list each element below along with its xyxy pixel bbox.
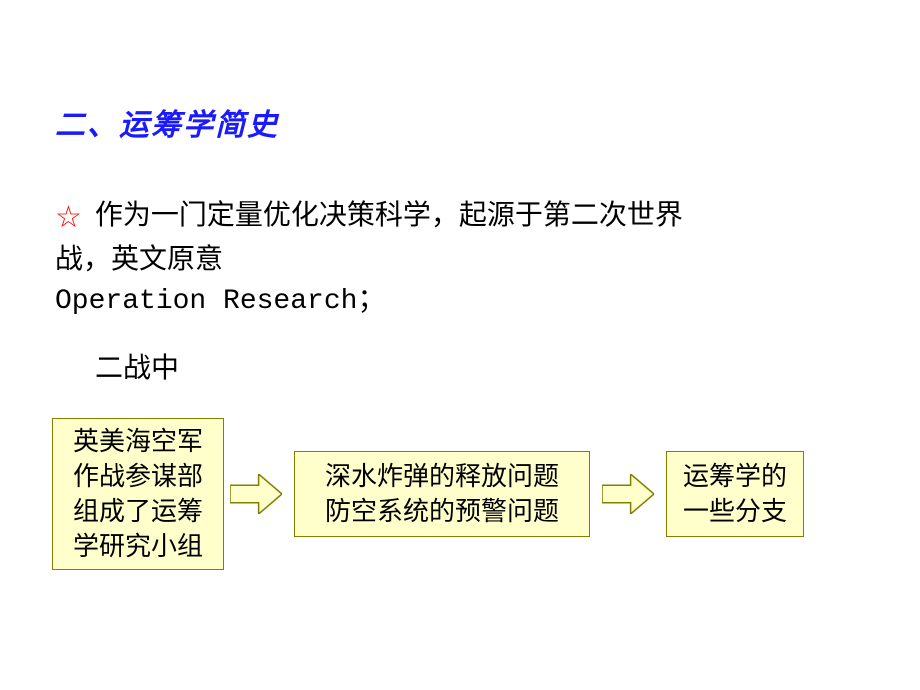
para-line1: 作为一门定量优化决策科学，起源于第二次世界 — [95, 200, 683, 231]
subheading-text: 二战中 — [95, 353, 179, 384]
star-icon: ☆ — [55, 196, 82, 240]
flow-box-2: 深水炸弹的释放问题防空系统的预警问题 — [294, 451, 590, 537]
slide-content: 二、运筹学简史 ☆ 作为一门定量优化决策科学，起源于第二次世界 战，英文原意 O… — [0, 0, 920, 690]
section-title-text: 二、运筹学简史 — [55, 109, 279, 142]
arrow-right-icon — [230, 474, 282, 514]
arrow-right-icon — [602, 474, 654, 514]
section-title: 二、运筹学简史 — [55, 100, 875, 144]
flow-box-1: 英美海空军作战参谋部组成了运筹学研究小组 — [52, 418, 224, 570]
subheading: 二战中 — [55, 349, 875, 390]
para-line3: Operation Research； — [55, 286, 385, 317]
body-paragraph: ☆ 作为一门定量优化决策科学，起源于第二次世界 战，英文原意 Operation… — [55, 196, 875, 323]
flow-box-3: 运筹学的一些分支 — [666, 451, 804, 537]
flowchart: 英美海空军作战参谋部组成了运筹学研究小组 深水炸弹的释放问题防空系统的预警问题 … — [52, 418, 804, 570]
para-line2: 战，英文原意 — [55, 244, 223, 275]
